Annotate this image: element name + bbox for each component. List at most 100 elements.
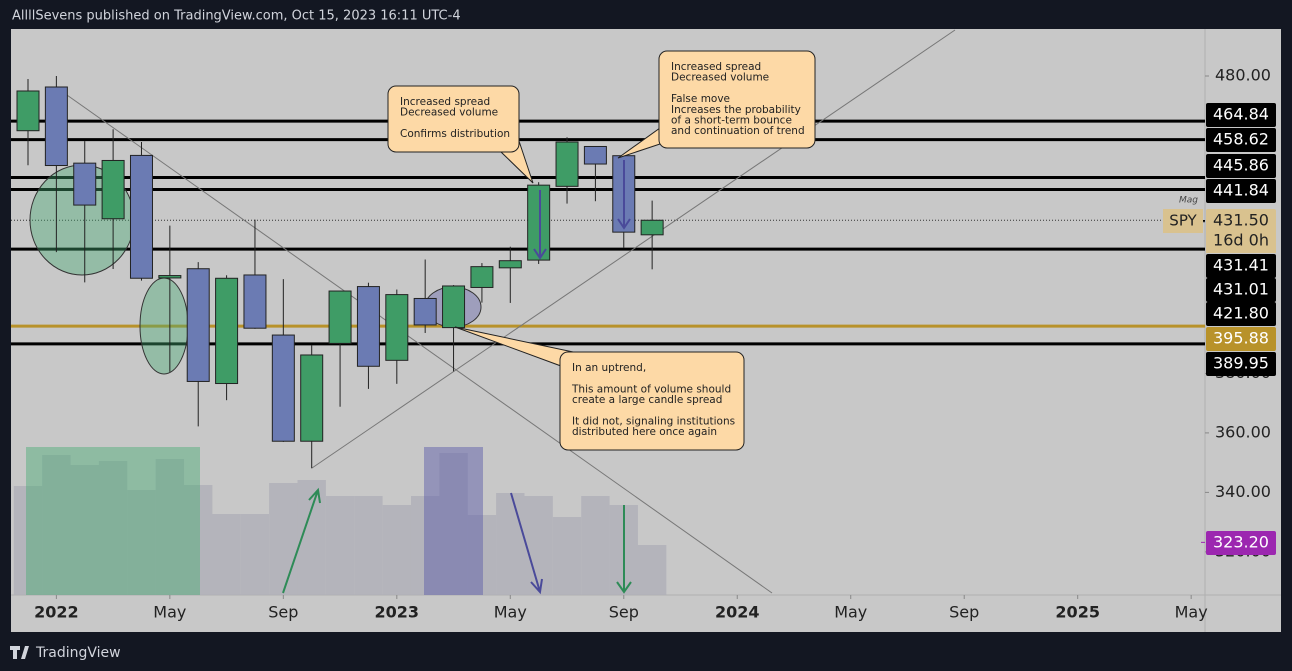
x-tick-label: May xyxy=(1175,603,1208,622)
candle-body xyxy=(442,285,466,329)
indicator-label: Mag xyxy=(1179,196,1198,206)
y-tick-label: 480.00 xyxy=(1215,65,1271,84)
callout-text: distributed here once again xyxy=(572,426,717,438)
candle-body xyxy=(583,145,607,165)
trend-line xyxy=(311,29,956,469)
volume-highlight xyxy=(26,447,200,595)
candle-body xyxy=(413,297,437,326)
price-badge-label: 323.20 xyxy=(1213,533,1269,552)
price-badge xyxy=(1206,327,1276,351)
candle-body xyxy=(243,274,267,329)
volume-bar xyxy=(552,517,582,595)
volume-bar xyxy=(524,496,553,595)
candle-body xyxy=(527,184,551,261)
logo-icon xyxy=(10,646,29,659)
price-badge xyxy=(1206,352,1276,376)
arrow xyxy=(533,190,547,260)
price-badge xyxy=(1206,209,1276,233)
candle-body xyxy=(300,354,324,442)
arrow xyxy=(616,505,632,594)
candle-body xyxy=(271,334,295,442)
volume-bar xyxy=(325,496,355,595)
price-badge xyxy=(1206,154,1276,178)
candle-body xyxy=(640,219,664,236)
highlight-ellipse xyxy=(139,277,189,375)
x-tick-label: 2022 xyxy=(34,603,79,622)
x-tick-label: 2025 xyxy=(1055,603,1100,622)
x-tick-label: Sep xyxy=(609,603,639,622)
countdown-badge xyxy=(1206,229,1276,253)
candle-body xyxy=(555,141,579,187)
price-badge-label: 421.80 xyxy=(1213,304,1269,323)
volume-bar xyxy=(212,514,241,595)
callout-text: Increases the probability xyxy=(671,104,801,116)
x-tick-label: Sep xyxy=(949,603,979,622)
x-tick-label: 2023 xyxy=(375,603,420,622)
callout-text: It did not, signaling institutions xyxy=(572,416,735,428)
candle-body xyxy=(158,275,182,279)
price-badge-label: 389.95 xyxy=(1213,354,1269,373)
y-tick-label: 360.00 xyxy=(1215,422,1271,441)
callout-text: Increased spread xyxy=(400,96,490,108)
arrows xyxy=(282,160,632,595)
callout-text: This amount of volume should xyxy=(571,383,731,395)
candle-body xyxy=(215,277,239,385)
candle-body xyxy=(498,260,522,269)
volume-bar xyxy=(637,545,667,595)
price-badge xyxy=(1206,531,1276,555)
arrow xyxy=(510,492,543,595)
price-badge xyxy=(1206,179,1276,203)
trend-line xyxy=(56,87,773,594)
footer: TradingView xyxy=(35,645,121,661)
symbol-badge xyxy=(1163,209,1203,233)
volume-bar xyxy=(240,514,270,595)
candle-body xyxy=(470,266,494,288)
price-badge-label: 441.84 xyxy=(1213,181,1269,200)
volume-bar xyxy=(496,493,525,595)
x-tick-label: May xyxy=(153,603,186,622)
callout-text: Decreased volume xyxy=(671,72,769,84)
countdown: 16d 0h xyxy=(1213,231,1269,250)
volume-bar xyxy=(70,465,99,595)
candle-body xyxy=(356,286,380,367)
candle-body xyxy=(186,268,210,382)
volume-highlight xyxy=(424,447,483,595)
volume-bar xyxy=(13,486,43,595)
callout xyxy=(559,351,745,451)
callout-text: Confirms distribution xyxy=(400,128,510,140)
candle-body xyxy=(129,154,153,279)
volume-bar xyxy=(42,455,71,595)
candle-body xyxy=(16,90,40,132)
volume-bar xyxy=(269,483,298,595)
price-badge-label: 431.41 xyxy=(1213,256,1269,275)
volume-bar xyxy=(382,505,411,595)
price-badge-label: 458.62 xyxy=(1213,130,1269,149)
y-tick-label: 340.00 xyxy=(1215,482,1271,501)
price-badge-label: 431.50 xyxy=(1213,211,1269,230)
callout-text: False move xyxy=(671,93,730,105)
volume-bar xyxy=(127,490,156,595)
candle-body xyxy=(328,290,352,344)
x-tick-label: Sep xyxy=(268,603,298,622)
price-badge-label: 395.88 xyxy=(1213,329,1269,348)
volume-bar xyxy=(184,485,213,595)
price-badge-label: 431.01 xyxy=(1213,280,1269,299)
price-badge xyxy=(1206,128,1276,152)
callout-text: and continuation of trend xyxy=(671,125,805,137)
price-badge-label: 464.84 xyxy=(1213,105,1269,124)
symbol: SPY xyxy=(1169,212,1197,230)
price-badge xyxy=(1206,302,1276,326)
logo: TradingView xyxy=(10,645,121,661)
callout-text: create a large candle spread xyxy=(572,394,722,406)
callout-text: Increased spread xyxy=(671,61,761,73)
x-tick-label: May xyxy=(494,603,527,622)
candle-body xyxy=(385,294,409,361)
x-tick-label: 2024 xyxy=(715,603,760,622)
callout-text: In an uptrend, xyxy=(572,362,646,374)
callout xyxy=(387,85,520,153)
price-badge xyxy=(1206,278,1276,302)
arrow xyxy=(617,160,631,230)
candle-body xyxy=(73,162,97,206)
x-tick-label: May xyxy=(834,603,867,622)
